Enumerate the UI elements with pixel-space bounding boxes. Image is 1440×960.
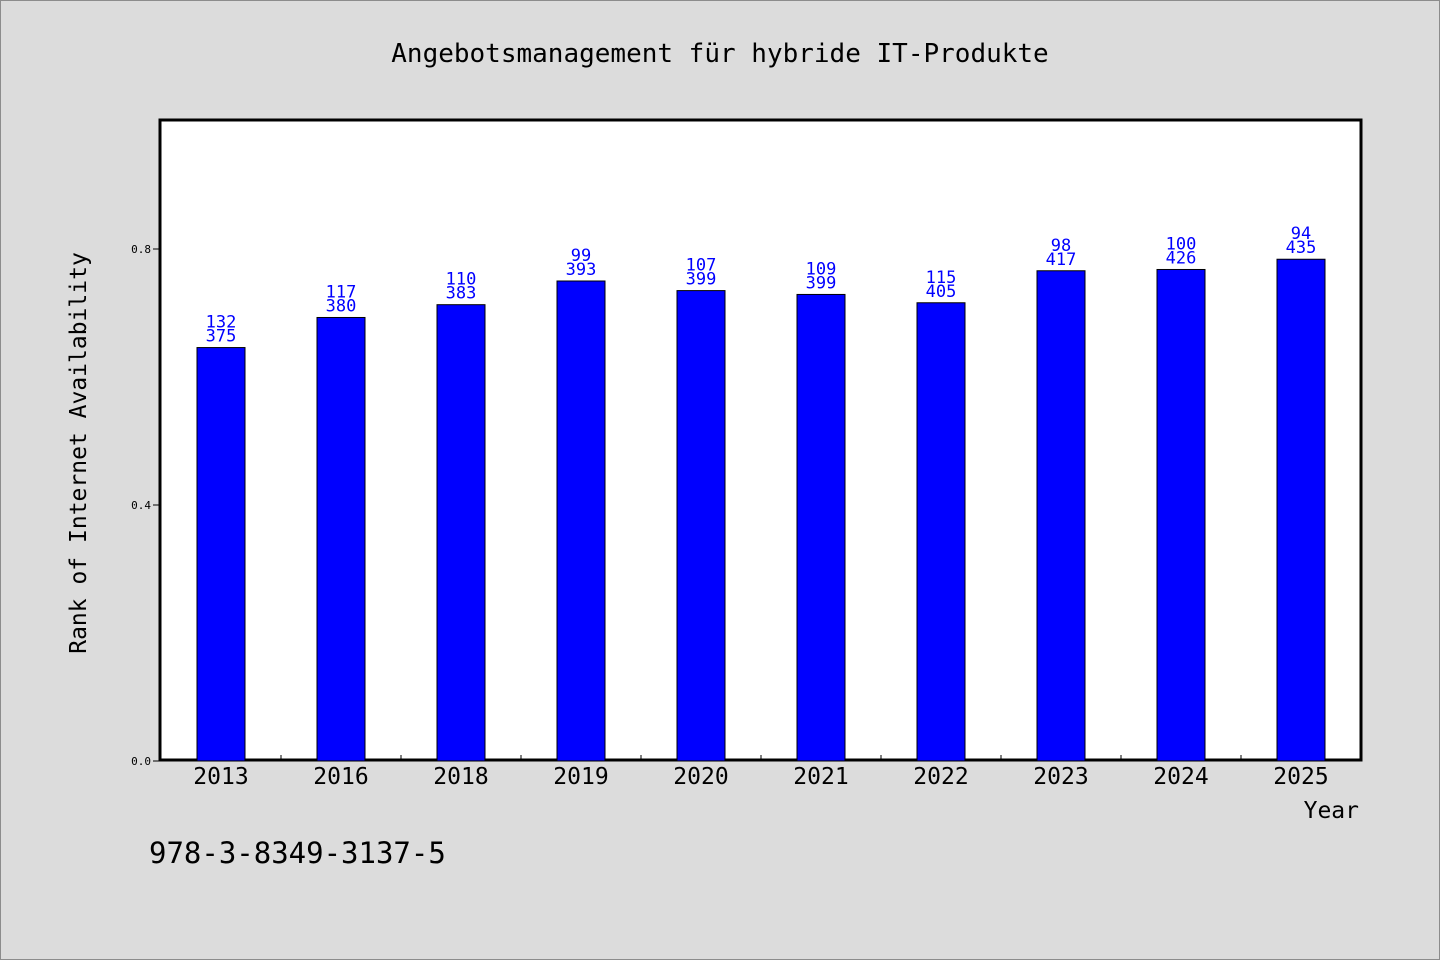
bar xyxy=(1036,270,1086,762)
bar-label-bottom: 375 xyxy=(206,327,237,347)
x-tick-label: 2023 xyxy=(1033,764,1088,790)
bar-label-bottom: 380 xyxy=(326,296,357,316)
bar-label-top: 94 xyxy=(1291,224,1311,244)
chart-title: Angebotsmanagement für hybride IT-Produk… xyxy=(391,39,1048,69)
bar-label-bottom: 426 xyxy=(1166,248,1197,268)
bar-label-bottom: 399 xyxy=(806,273,837,293)
bar-label-top: 110 xyxy=(446,270,477,290)
bar xyxy=(676,290,726,762)
bar xyxy=(1156,268,1206,762)
bars-layer xyxy=(196,258,1326,762)
x-tick-label: 2013 xyxy=(193,764,248,790)
bar-label-top: 115 xyxy=(926,268,957,288)
bar-label-bottom: 405 xyxy=(926,282,957,302)
x-tick-label: 2018 xyxy=(433,764,488,790)
x-tick-label: 2022 xyxy=(913,764,968,790)
bar-label-bottom: 435 xyxy=(1286,238,1317,258)
x-tick-label: 2025 xyxy=(1273,764,1328,790)
y-tick-label: 0.4 xyxy=(131,499,151,512)
bar xyxy=(796,293,846,762)
bar-label-top: 117 xyxy=(326,282,357,302)
x-axis: 2013 2016 2018 2019 2020 2021 2022 2023 2024 2025 xyxy=(193,755,1329,790)
y-axis: 0.0 0.4 0.8 xyxy=(131,243,161,768)
bar xyxy=(916,302,966,762)
y-axis-title: Rank of Internet Availability xyxy=(66,252,92,654)
bar xyxy=(1276,258,1326,762)
bar-label-top: 100 xyxy=(1166,234,1197,254)
bar-label-top: 99 xyxy=(571,246,591,266)
bar xyxy=(316,316,366,762)
bar-label-bottom: 393 xyxy=(566,260,597,280)
bar-label-bottom: 383 xyxy=(446,284,477,304)
bar-label-top: 98 xyxy=(1051,236,1071,256)
bar-label-top: 107 xyxy=(686,256,717,276)
x-tick-label: 2024 xyxy=(1153,764,1208,790)
bar xyxy=(556,280,606,762)
x-tick-label: 2016 xyxy=(313,764,368,790)
bar xyxy=(436,304,486,762)
bar xyxy=(196,347,246,762)
bar-label-bottom: 399 xyxy=(686,270,717,290)
bar-label-top: 109 xyxy=(806,259,837,279)
y-tick-label: 0.0 xyxy=(131,755,151,768)
x-tick-label: 2020 xyxy=(673,764,728,790)
x-tick-label: 2019 xyxy=(553,764,608,790)
bar-label-bottom: 417 xyxy=(1046,250,1077,270)
x-tick-label: 2021 xyxy=(793,764,848,790)
x-axis-title: Year xyxy=(1304,798,1359,824)
isbn-label: 978-3-8349-3137-5 xyxy=(149,836,446,870)
y-tick-label: 0.8 xyxy=(131,243,151,256)
bar-label-top: 132 xyxy=(206,313,237,333)
